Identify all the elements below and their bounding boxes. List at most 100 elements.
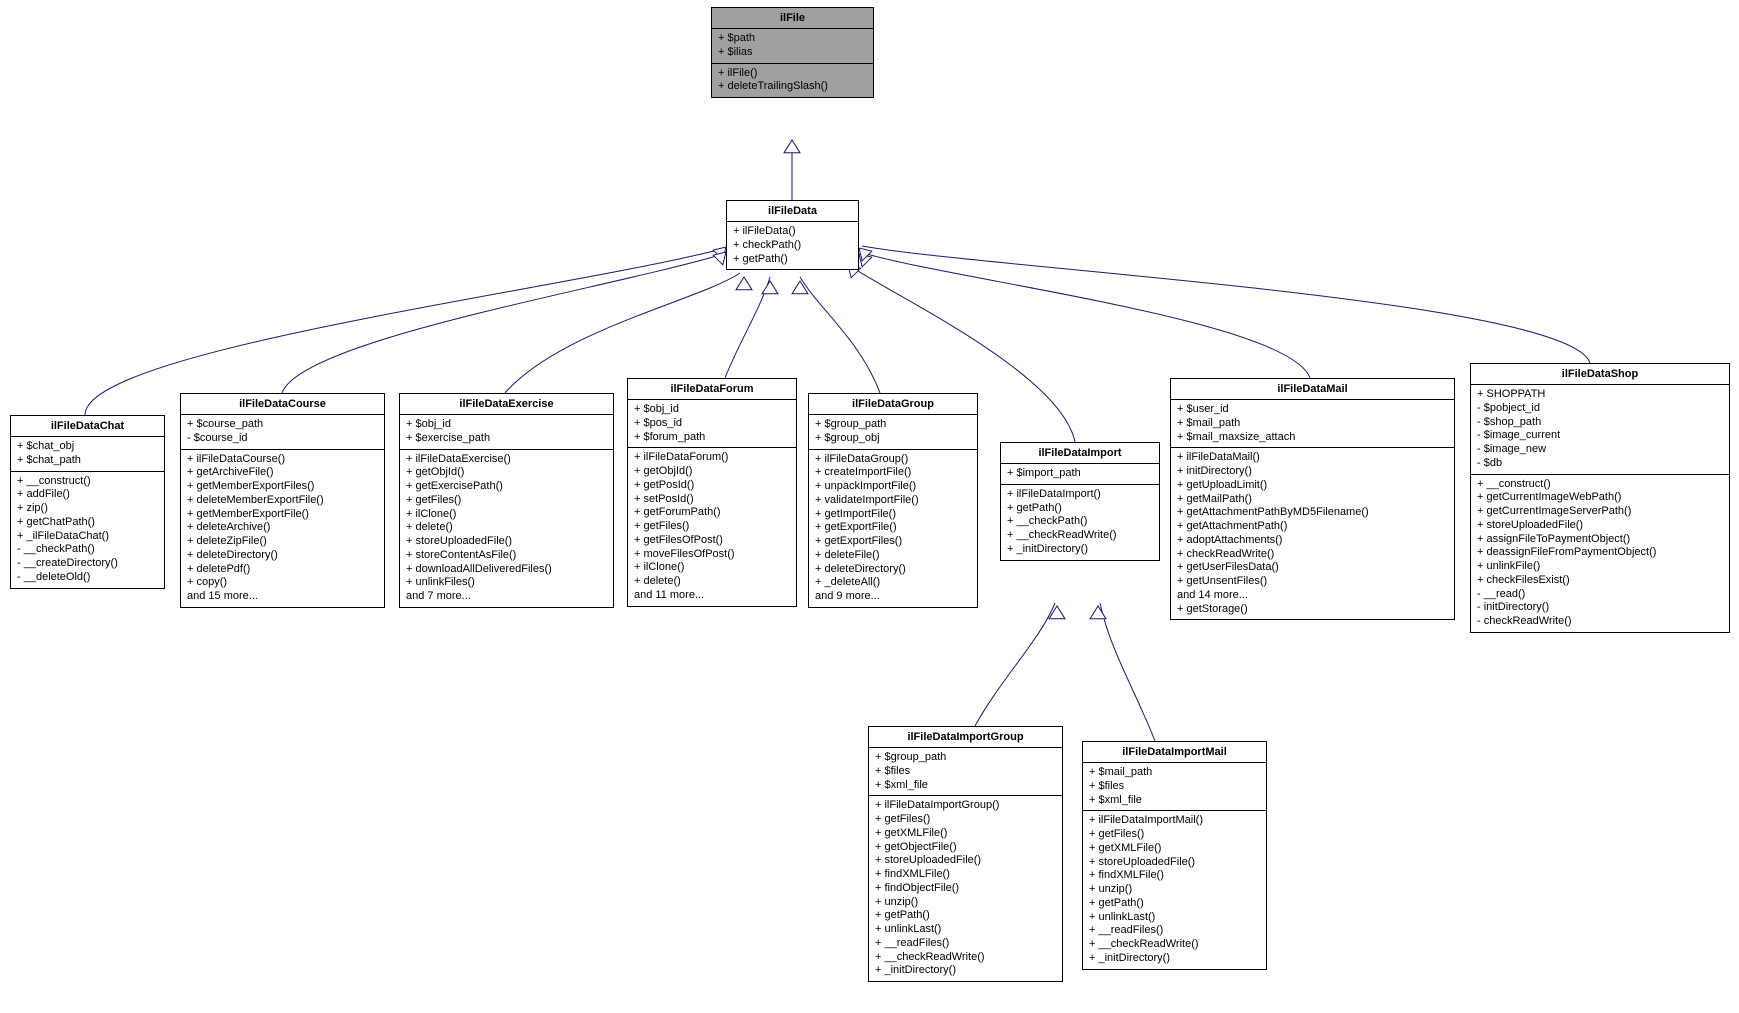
inheritance-edge [860, 252, 1310, 378]
operation: + deleteFile() [815, 549, 971, 563]
operation: + storeContentAsFile() [406, 549, 607, 563]
attribute: + $group_obj [815, 432, 971, 446]
operation: + assignFileToPaymentObject() [1477, 533, 1723, 547]
operation: + storeUploadedFile() [1477, 519, 1723, 533]
generalization-arrowhead [1090, 606, 1106, 619]
operation: + unlinkLast() [875, 923, 1056, 937]
inheritance-edge [725, 277, 770, 378]
operation: + initDirectory() [1177, 465, 1448, 479]
operation: + getXMLFile() [1089, 842, 1260, 856]
attribute: + $path [718, 32, 867, 46]
class-ilFileDataExercise[interactable]: ilFileDataExercise+ $obj_id+ $exercise_p… [399, 393, 614, 608]
operation: + ilClone() [406, 508, 607, 522]
attributes-section: + $obj_id+ $pos_id+ $forum_path [628, 400, 796, 448]
attributes-section: + $import_path [1001, 464, 1159, 485]
operation: + ilFileDataGroup() [815, 453, 971, 467]
operation: + moveFilesOfPost() [634, 548, 790, 562]
attribute: + $xml_file [875, 779, 1056, 793]
operations-section: + ilFileDataExercise()+ getObjId()+ getE… [400, 450, 613, 607]
operation: - __deleteOld() [17, 571, 158, 585]
attribute: + $user_id [1177, 403, 1448, 417]
class-ilFileDataGroup[interactable]: ilFileDataGroup+ $group_path+ $group_obj… [808, 393, 978, 608]
operation: + getPath() [1089, 897, 1260, 911]
operations-section: + ilFileDataImportMail()+ getFiles()+ ge… [1083, 811, 1266, 968]
operation: + getMemberExportFiles() [187, 480, 378, 494]
class-ilFile[interactable]: ilFile+ $path+ $ilias+ ilFile()+ deleteT… [711, 7, 874, 98]
operation: + deassignFileFromPaymentObject() [1477, 546, 1723, 560]
operation: + __construct() [17, 475, 158, 489]
operation: and 11 more... [634, 589, 790, 603]
attribute: + $chat_path [17, 454, 158, 468]
operation: - initDirectory() [1477, 601, 1723, 615]
attribute: + $group_path [875, 751, 1056, 765]
class-title: ilFileDataForum [628, 379, 796, 400]
inheritance-edge [1100, 603, 1155, 741]
class-title: ilFileDataCourse [181, 394, 384, 415]
operation: + getImportFile() [815, 508, 971, 522]
attributes-section: + $mail_path+ $files+ $xml_file [1083, 763, 1266, 811]
operation: + getChatPath() [17, 516, 158, 530]
operation: + getAttachmentPath() [1177, 520, 1448, 534]
operation: + getFiles() [406, 494, 607, 508]
operation: + checkFilesExist() [1477, 574, 1723, 588]
operation: + getCurrentImageServerPath() [1477, 505, 1723, 519]
attribute: - $image_new [1477, 443, 1723, 457]
generalization-arrowhead [713, 252, 726, 265]
operation: + deleteArchive() [187, 521, 378, 535]
class-ilFileDataCourse[interactable]: ilFileDataCourse+ $course_path- $course_… [180, 393, 385, 608]
operation: - checkReadWrite() [1477, 615, 1723, 629]
operations-section: + __construct()+ getCurrentImageWebPath(… [1471, 475, 1729, 632]
class-ilFileDataMail[interactable]: ilFileDataMail+ $user_id+ $mail_path+ $m… [1170, 378, 1455, 620]
operation: + deleteDirectory() [815, 563, 971, 577]
operation: + unlinkFile() [1477, 560, 1723, 574]
class-title: ilFileDataMail [1171, 379, 1454, 400]
attribute: - $db [1477, 457, 1723, 471]
operation: + storeUploadedFile() [1089, 856, 1260, 870]
operation: + findXMLFile() [1089, 869, 1260, 883]
operation: + getPath() [733, 253, 852, 267]
attributes-section: + $obj_id+ $exercise_path [400, 415, 613, 450]
class-ilFileDataImportGroup[interactable]: ilFileDataImportGroup+ $group_path+ $fil… [868, 726, 1063, 982]
attributes-section: + SHOPPATH- $pobject_id- $shop_path- $im… [1471, 385, 1729, 475]
class-title: ilFileDataShop [1471, 364, 1729, 385]
operation: + getUserFilesData() [1177, 561, 1448, 575]
operation: + __readFiles() [875, 937, 1056, 951]
operation: + unlinkFiles() [406, 576, 607, 590]
attribute: + $obj_id [634, 403, 790, 417]
operation: - __read() [1477, 588, 1723, 602]
operation: - __checkPath() [17, 543, 158, 557]
attribute: - $pobject_id [1477, 402, 1723, 416]
operation: + createImportFile() [815, 466, 971, 480]
operation: and 9 more... [815, 590, 971, 604]
attribute: - $shop_path [1477, 416, 1723, 430]
attribute: + $exercise_path [406, 432, 607, 446]
operation: + setPosId() [634, 493, 790, 507]
operation: + zip() [17, 502, 158, 516]
operations-section: + __construct()+ addFile()+ zip()+ getCh… [11, 472, 164, 588]
operation: + findXMLFile() [875, 868, 1056, 882]
class-title: ilFile [712, 8, 873, 29]
operation: + copy() [187, 576, 378, 590]
class-ilFileDataChat[interactable]: ilFileDataChat+ $chat_obj+ $chat_path+ _… [10, 415, 165, 589]
class-ilFileDataImport[interactable]: ilFileDataImport+ $import_path+ ilFileDa… [1000, 442, 1160, 561]
operation: - __createDirectory() [17, 557, 158, 571]
attribute: + $files [1089, 780, 1260, 794]
class-ilFileData[interactable]: ilFileData+ ilFileData()+ checkPath()+ g… [726, 200, 859, 270]
attributes-section: + $path+ $ilias [712, 29, 873, 64]
operation: + delete() [406, 521, 607, 535]
operation: + ilFileDataImportGroup() [875, 799, 1056, 813]
class-ilFileDataImportMail[interactable]: ilFileDataImportMail+ $mail_path+ $files… [1082, 741, 1267, 970]
operation: + adoptAttachments() [1177, 534, 1448, 548]
attribute: + $pos_id [634, 417, 790, 431]
operation: + checkReadWrite() [1177, 548, 1448, 562]
generalization-arrowhead [762, 281, 778, 294]
operation: + ilFileData() [733, 225, 852, 239]
operation: + getFiles() [875, 813, 1056, 827]
operation: + deleteMemberExportFile() [187, 494, 378, 508]
class-ilFileDataShop[interactable]: ilFileDataShop+ SHOPPATH- $pobject_id- $… [1470, 363, 1730, 633]
attributes-section: + $group_path+ $group_obj [809, 415, 977, 450]
class-ilFileDataForum[interactable]: ilFileDataForum+ $obj_id+ $pos_id+ $foru… [627, 378, 797, 607]
attributes-section: + $course_path- $course_id [181, 415, 384, 450]
operation: + unzip() [875, 896, 1056, 910]
class-title: ilFileDataChat [11, 416, 164, 437]
